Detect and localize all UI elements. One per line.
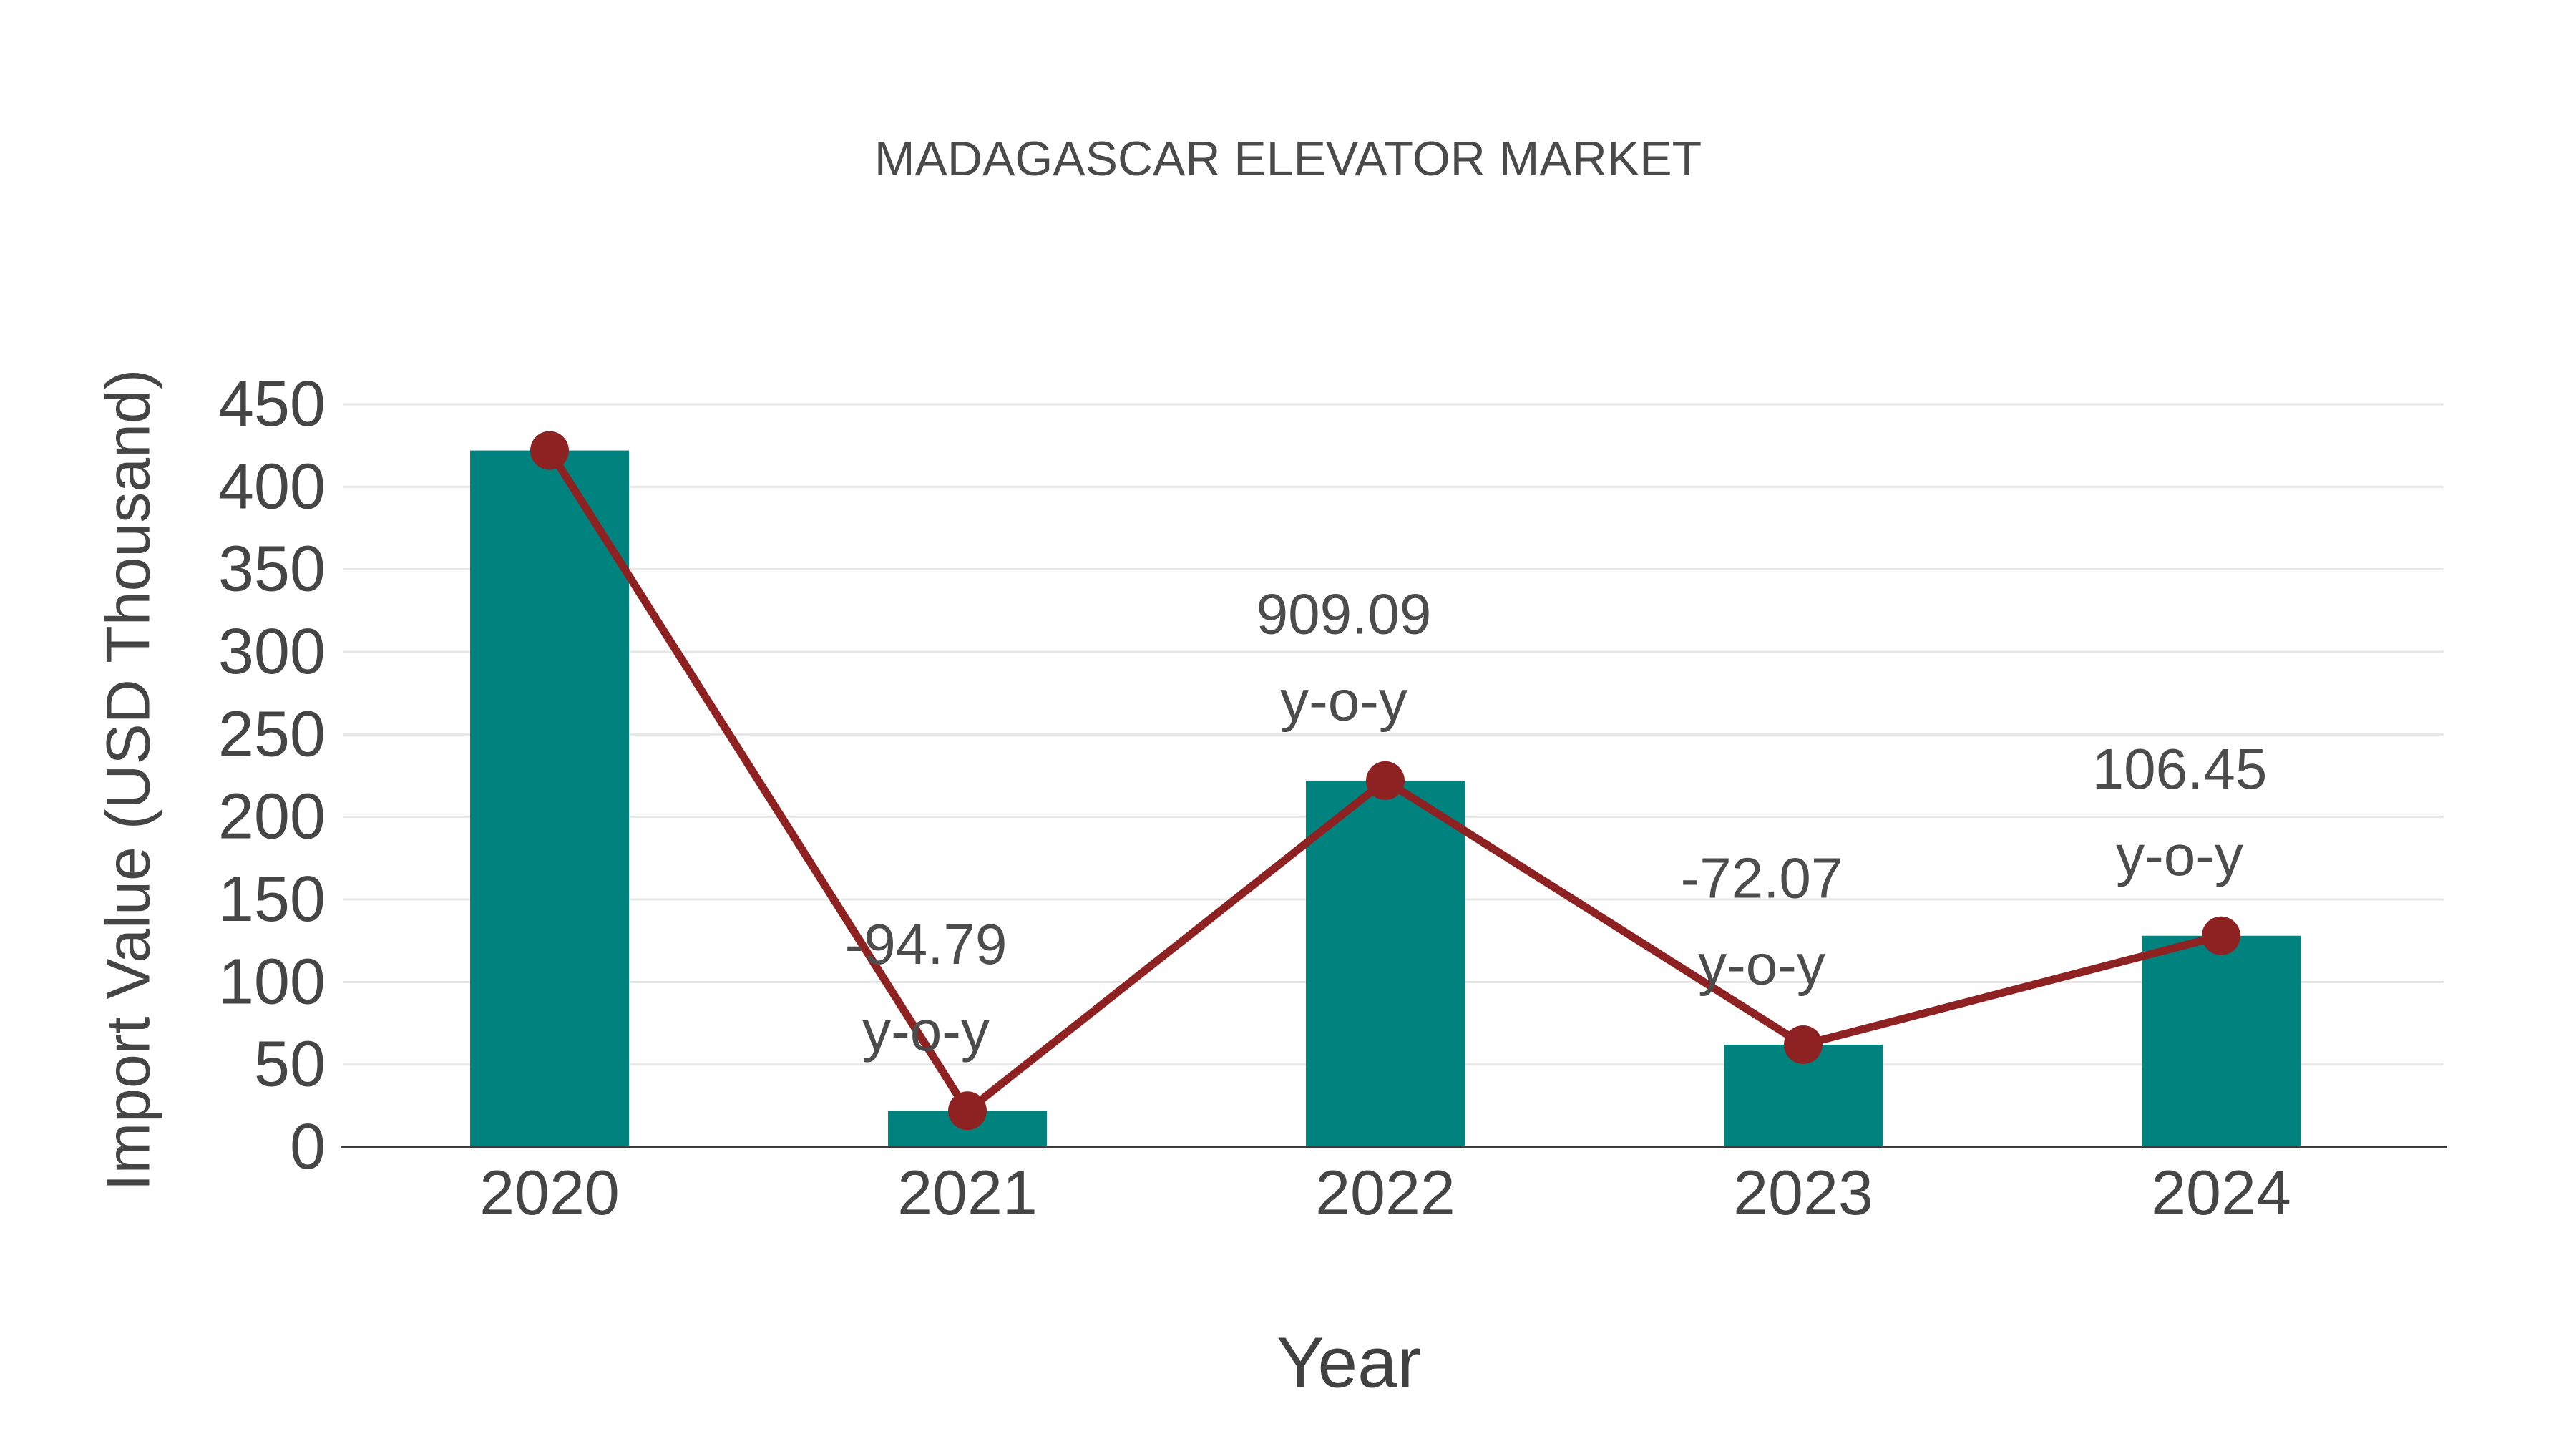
annotation-value-2023: -72.07	[1681, 846, 1843, 909]
bar-2020	[470, 450, 629, 1147]
y-tick-0: 0	[290, 1111, 326, 1183]
x-axis-title: Year	[1276, 1322, 1422, 1403]
annotation-value-2024: 106.45	[2092, 737, 2268, 801]
annotation-label-2023: y-o-y	[1698, 932, 1825, 996]
y-tick-450: 450	[218, 369, 326, 440]
x-tick-2020: 2020	[479, 1157, 620, 1228]
bar-2024	[2142, 935, 2301, 1147]
annotation-label-2021: y-o-y	[862, 999, 990, 1063]
y-tick-300: 300	[218, 616, 326, 688]
y-tick-350: 350	[218, 534, 326, 605]
y-tick-150: 150	[218, 864, 326, 935]
annotation-label-2022: y-o-y	[1280, 668, 1407, 732]
yoy-marker-2023	[1784, 1025, 1823, 1064]
yoy-marker-2022	[1366, 761, 1405, 800]
yoy-marker-2024	[2202, 916, 2240, 955]
annotation-value-2021: -94.79	[845, 912, 1008, 976]
x-tick-2024: 2024	[2151, 1157, 2291, 1228]
bar-2022	[1306, 780, 1465, 1147]
y-tick-200: 200	[218, 781, 326, 853]
y-axis-title: Import Value (USD Thousand)	[94, 369, 163, 1191]
y-tick-100: 100	[218, 946, 326, 1018]
annotation-label-2024: y-o-y	[2116, 824, 2243, 887]
x-tick-2022: 2022	[1315, 1157, 1455, 1228]
chart-title: MADAGASCAR ELEVATOR MARKET	[874, 132, 1702, 186]
annotation-value-2022: 909.09	[1257, 582, 1432, 645]
yoy-marker-2020	[530, 431, 569, 470]
y-tick-400: 400	[218, 451, 326, 522]
yoy-marker-2021	[948, 1091, 987, 1131]
x-tick-2021: 2021	[897, 1157, 1038, 1228]
x-tick-2023: 2023	[1733, 1157, 1873, 1228]
y-tick-50: 50	[254, 1029, 326, 1101]
y-tick-250: 250	[218, 698, 326, 770]
